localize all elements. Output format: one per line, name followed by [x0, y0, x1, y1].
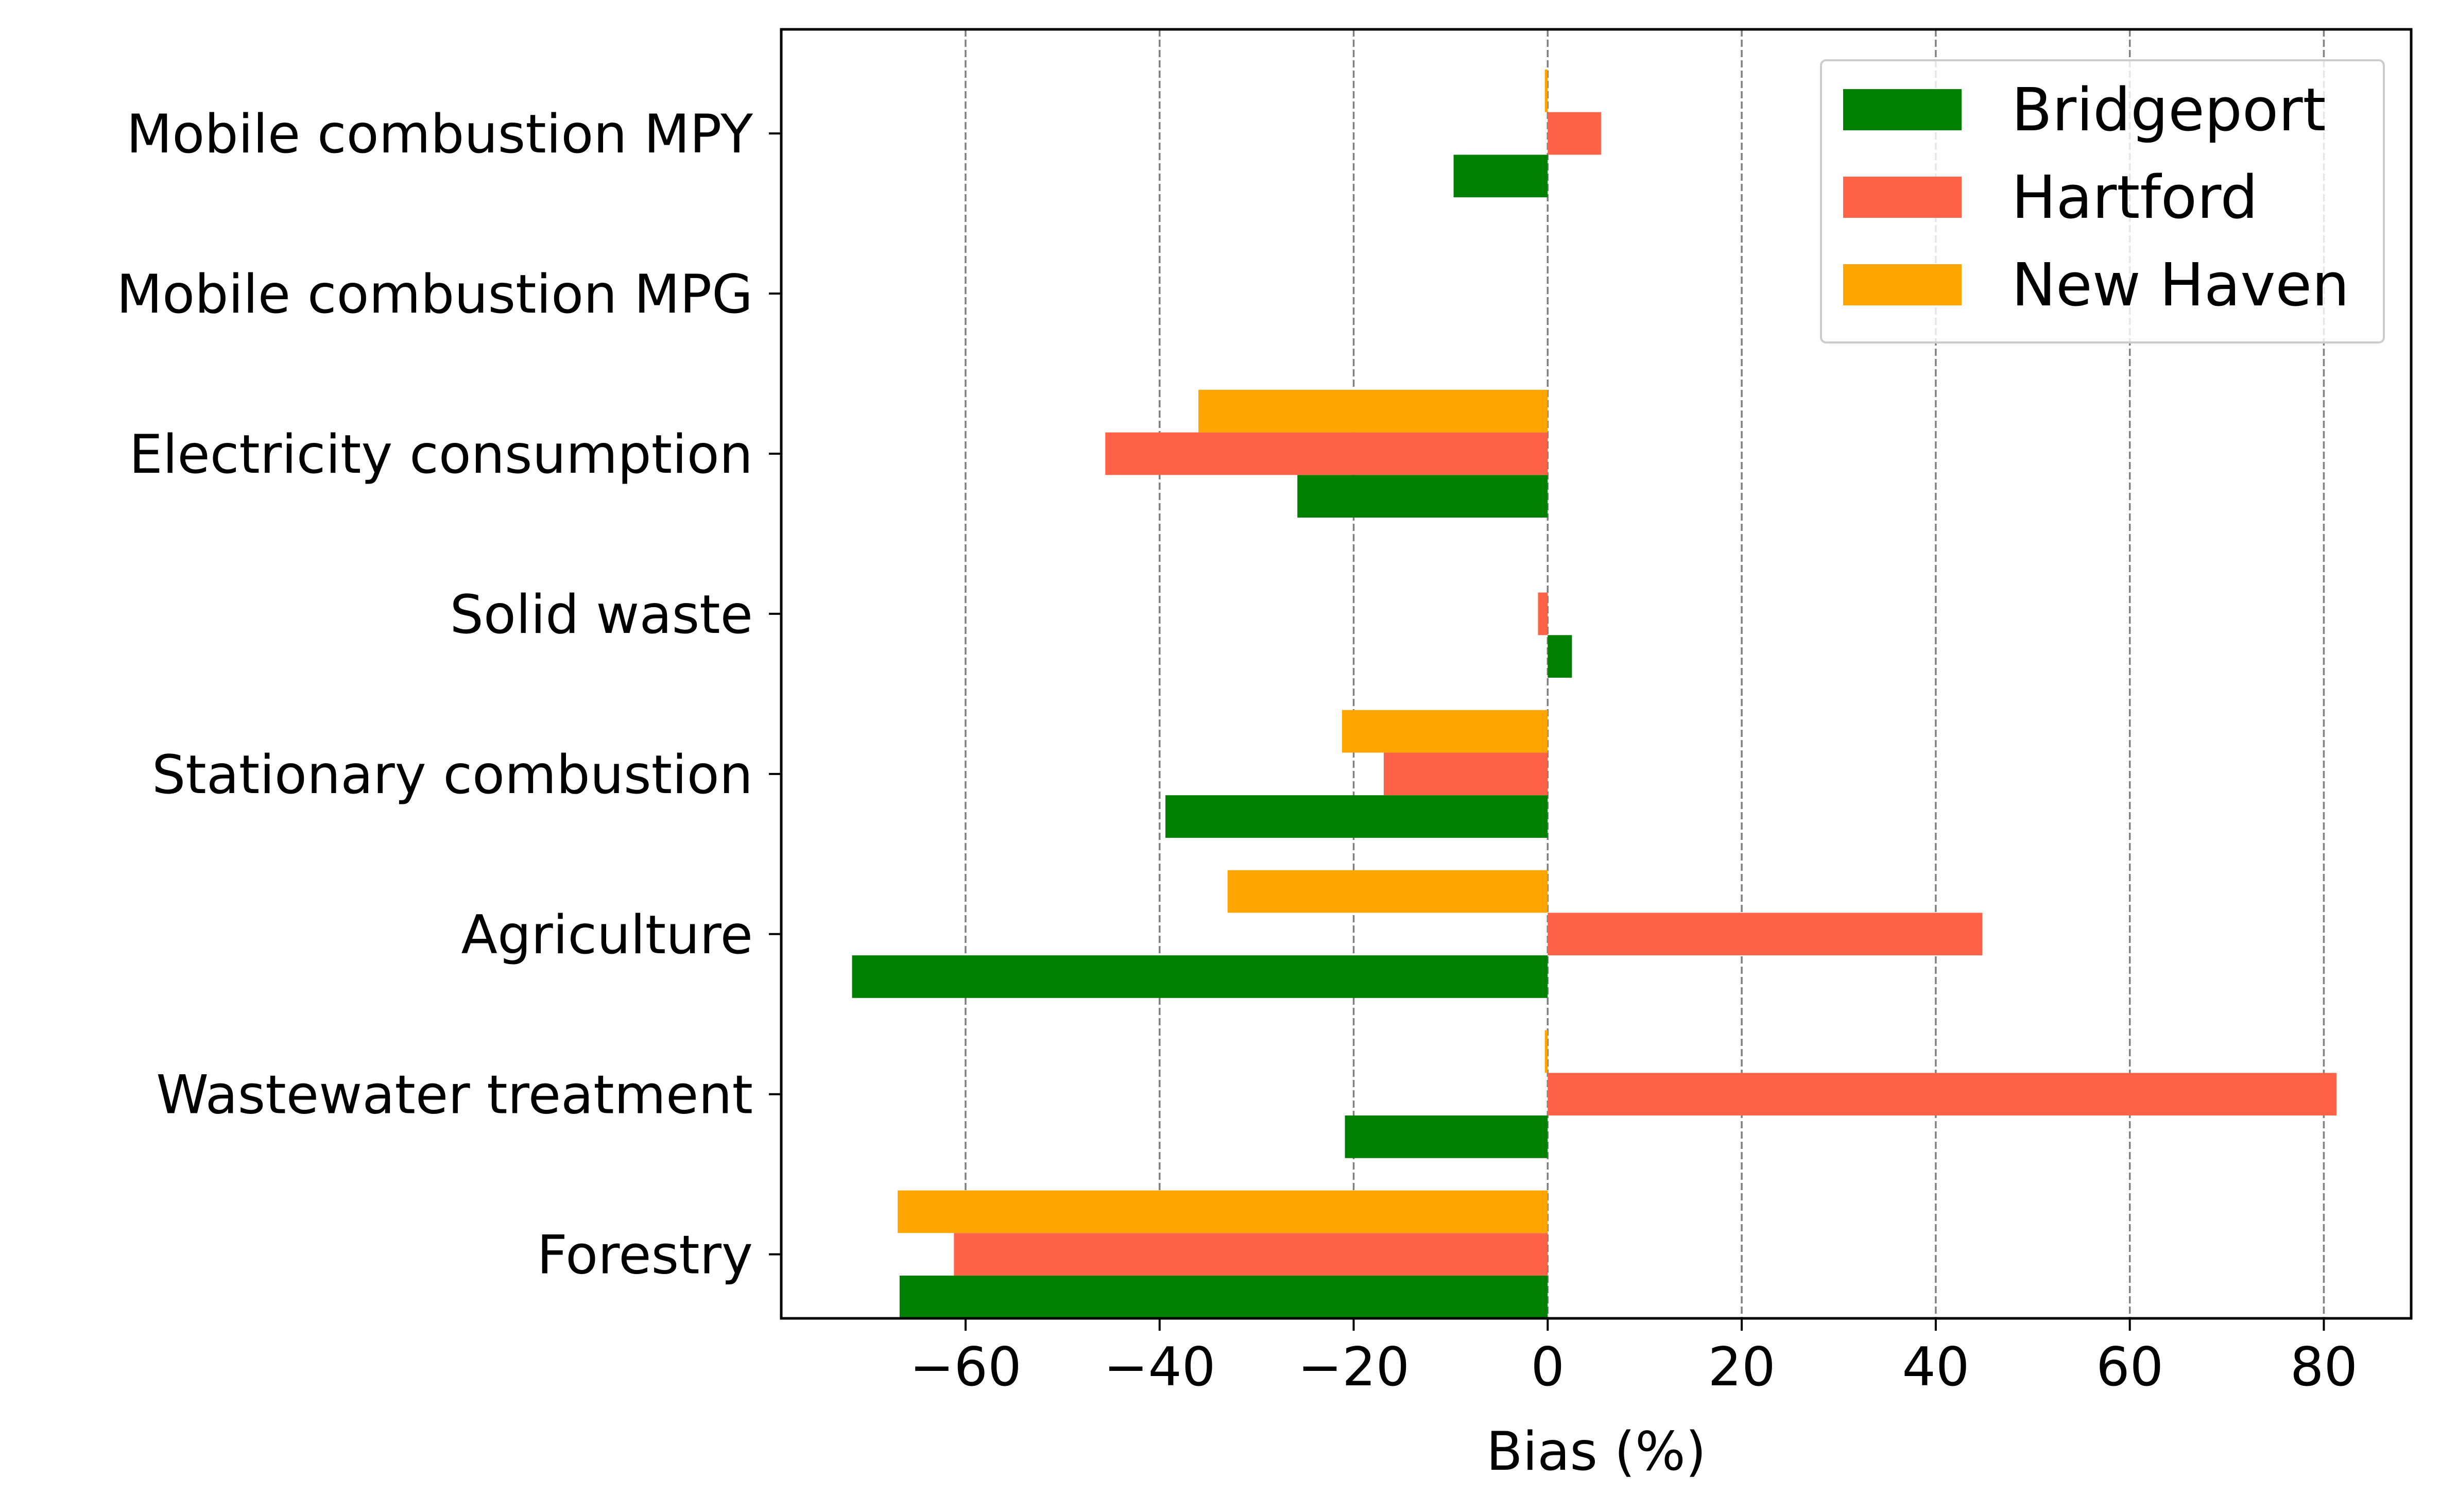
x-axis-label: Bias (%) — [1486, 1421, 1706, 1483]
bar-new-haven — [1544, 70, 1548, 112]
x-tick-label: 20 — [1708, 1336, 1776, 1398]
y-tick-label: Wastewater treatment — [156, 1064, 753, 1126]
legend-swatch-new-haven — [1843, 264, 1962, 305]
bar-bridgeport — [1297, 475, 1548, 518]
y-axis-ticks: Mobile combustion MPY Mobile combustion M… — [116, 104, 781, 1286]
x-tick-label: −60 — [909, 1336, 1021, 1398]
y-tick-label: Electricity consumption — [129, 424, 753, 486]
x-axis-ticks: −60 −40 −20 0 20 40 60 80 — [909, 1318, 2358, 1398]
plot-area-frame — [780, 28, 2413, 1320]
y-tick-label: Forestry — [537, 1225, 753, 1286]
y-tick-label: Stationary combustion — [152, 744, 753, 806]
y-tick-label: Solid waste — [450, 584, 753, 646]
bar-bridgeport — [899, 1275, 1548, 1318]
bar-bridgeport — [1548, 635, 1572, 678]
bar-new-haven — [898, 1190, 1548, 1233]
legend-swatch-bridgeport — [1843, 89, 1962, 130]
bar-hartford — [1548, 112, 1601, 155]
bar-new-haven — [1342, 710, 1548, 753]
bar-hartford — [954, 1233, 1548, 1276]
bar-hartford — [1548, 1073, 2336, 1116]
legend-frame — [1820, 59, 2385, 343]
x-tick-label: 80 — [2290, 1336, 2358, 1398]
legend-label-new-haven: New Haven — [2012, 251, 2349, 320]
bar-hartford — [1548, 913, 1983, 956]
legend-label-hartford: Hartford — [2012, 163, 2258, 232]
bar-hartford — [1383, 752, 1548, 796]
y-tick-label: Mobile combustion MPG — [116, 264, 753, 325]
x-tick-label: 40 — [1902, 1336, 1969, 1398]
x-tick-label: 0 — [1531, 1336, 1565, 1398]
legend-label-bridgeport: Bridgeport — [2012, 76, 2326, 145]
bar-bridgeport — [1453, 154, 1548, 198]
bar-bridgeport — [852, 955, 1548, 998]
bar-new-haven — [1227, 870, 1548, 913]
legend-swatch-hartford — [1843, 177, 1962, 218]
bar-hartford — [1105, 432, 1548, 475]
bar-new-haven — [1544, 1030, 1548, 1073]
bars — [852, 70, 2336, 1318]
bar-bridgeport — [1165, 795, 1548, 838]
x-tick-label: −40 — [1104, 1336, 1215, 1398]
bar-bridgeport — [1345, 1115, 1548, 1158]
y-tick-label: Agriculture — [461, 904, 753, 966]
x-tick-label: −20 — [1298, 1336, 1410, 1398]
bar-hartford — [1538, 592, 1548, 635]
legend: Bridgeport Hartford New Haven — [1820, 59, 2385, 343]
bar-new-haven — [1198, 389, 1548, 433]
y-tick-label: Mobile combustion MPY — [126, 104, 753, 165]
x-tick-label: 60 — [2096, 1336, 2163, 1398]
